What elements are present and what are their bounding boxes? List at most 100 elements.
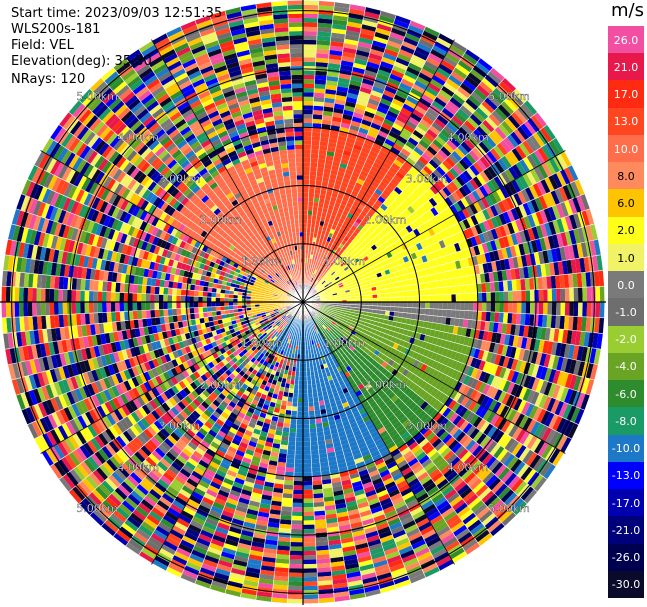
velocity-cell bbox=[370, 44, 386, 53]
velocity-cell bbox=[324, 260, 330, 266]
velocity-cell bbox=[373, 220, 381, 228]
velocity-cell bbox=[315, 280, 320, 285]
velocity-cell bbox=[288, 436, 296, 442]
velocity-cell bbox=[420, 181, 430, 191]
velocity-cell bbox=[446, 139, 458, 151]
velocity-cell bbox=[420, 308, 426, 315]
velocity-cell bbox=[442, 159, 453, 171]
velocity-cell bbox=[318, 154, 327, 160]
velocity-cell bbox=[425, 86, 439, 97]
velocity-cell bbox=[303, 502, 314, 508]
velocity-cell bbox=[306, 227, 311, 233]
velocity-cell bbox=[295, 432, 303, 438]
velocity-cell bbox=[315, 286, 320, 291]
velocity-cell bbox=[370, 165, 380, 174]
velocity-cell bbox=[390, 178, 400, 187]
velocity-cell bbox=[293, 384, 299, 390]
velocity-cell bbox=[412, 129, 424, 140]
velocity-cell bbox=[364, 213, 372, 221]
velocity-cell bbox=[383, 173, 393, 182]
velocity-cell bbox=[370, 146, 381, 154]
velocity-cell bbox=[428, 281, 434, 289]
velocity-cell bbox=[329, 269, 334, 275]
velocity-cell bbox=[485, 282, 491, 293]
velocity-cell bbox=[448, 74, 463, 87]
velocity-cell bbox=[400, 211, 409, 220]
velocity-cell bbox=[291, 511, 303, 517]
velocity-cell bbox=[412, 296, 417, 302]
velocity-cell bbox=[279, 519, 292, 525]
velocity-cell bbox=[303, 48, 317, 54]
velocity-cell bbox=[280, 515, 292, 521]
velocity-cell bbox=[342, 150, 352, 157]
velocity-cell bbox=[311, 127, 322, 133]
velocity-cell bbox=[413, 162, 423, 173]
velocity-cell bbox=[343, 253, 350, 259]
ray-separator bbox=[302, 9, 382, 303]
velocity-cell bbox=[386, 40, 402, 49]
velocity-cell bbox=[513, 88, 528, 104]
velocity-cell bbox=[358, 90, 371, 99]
velocity-cell bbox=[591, 286, 596, 302]
velocity-cell bbox=[289, 559, 303, 565]
velocity-cell bbox=[455, 285, 461, 294]
velocity-cell bbox=[357, 203, 365, 211]
velocity-cell bbox=[380, 60, 394, 70]
velocity-cell bbox=[433, 287, 439, 296]
velocity-cell bbox=[372, 192, 381, 200]
velocity-cell bbox=[407, 62, 422, 73]
velocity-cell bbox=[307, 276, 310, 281]
velocity-cell bbox=[319, 220, 325, 226]
velocity-cell bbox=[421, 135, 433, 146]
velocity-cell bbox=[437, 149, 449, 160]
velocity-cell bbox=[392, 209, 401, 218]
velocity-cell bbox=[315, 180, 323, 186]
velocity-cell bbox=[573, 287, 579, 302]
velocity-cell bbox=[290, 419, 297, 425]
velocity-cell bbox=[314, 285, 318, 289]
velocity-cell bbox=[405, 157, 416, 167]
velocity-cell bbox=[340, 60, 354, 67]
velocity-cell bbox=[329, 252, 334, 258]
velocity-cell bbox=[349, 252, 355, 259]
velocity-cell bbox=[338, 73, 352, 80]
velocity-cell bbox=[359, 86, 372, 95]
velocity-cell bbox=[303, 437, 311, 442]
velocity-cell bbox=[419, 118, 432, 129]
velocity-cell bbox=[288, 568, 303, 573]
velocity-cell bbox=[348, 84, 361, 91]
velocity-cell bbox=[418, 38, 434, 49]
velocity-cell bbox=[375, 110, 387, 119]
velocity-cell bbox=[323, 102, 335, 108]
velocity-cell bbox=[410, 202, 419, 212]
velocity-cell bbox=[466, 135, 479, 147]
velocity-cell bbox=[502, 280, 509, 292]
velocity-cell bbox=[397, 214, 405, 223]
ray-separator bbox=[302, 87, 518, 303]
velocity-cell bbox=[303, 162, 311, 167]
velocity-cell bbox=[303, 0, 319, 6]
velocity-cell bbox=[432, 315, 438, 324]
velocity-cell bbox=[551, 302, 557, 316]
velocity-cell bbox=[393, 198, 402, 207]
velocity-cell bbox=[384, 48, 399, 58]
velocity-cell bbox=[507, 312, 513, 324]
velocity-cell bbox=[409, 20, 426, 31]
velocity-cell bbox=[389, 292, 395, 298]
velocity-cell bbox=[346, 137, 356, 145]
velocity-cell bbox=[398, 111, 411, 121]
velocity-cell bbox=[404, 32, 421, 43]
velocity-cell bbox=[361, 119, 372, 127]
velocity-cell bbox=[315, 265, 319, 271]
velocity-cell bbox=[377, 206, 385, 215]
velocity-cell bbox=[438, 302, 443, 310]
velocity-cell bbox=[395, 171, 405, 180]
velocity-cell bbox=[472, 110, 486, 123]
velocity-cell bbox=[355, 103, 367, 111]
velocity-cell bbox=[303, 57, 316, 62]
velocity-cell bbox=[424, 288, 430, 296]
velocity-cell bbox=[303, 175, 310, 180]
velocity-cell bbox=[564, 302, 570, 316]
velocity-cell bbox=[313, 232, 318, 238]
velocity-cell bbox=[368, 184, 377, 192]
